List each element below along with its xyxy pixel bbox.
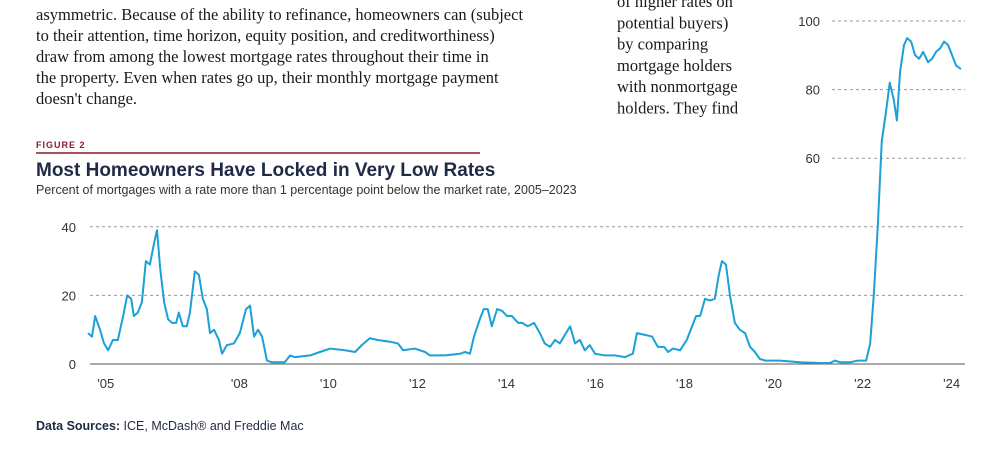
figure-label: FIGURE 2 — [36, 140, 86, 150]
x-tick-label: '22 — [854, 376, 871, 391]
y-tick-label: 60 — [806, 151, 820, 166]
left-text: asymmetric. Because of the ability to re… — [36, 5, 523, 108]
x-tick-label: '18 — [676, 376, 693, 391]
x-tick-label: '08 — [231, 376, 248, 391]
y-tick-label: 20 — [62, 288, 76, 303]
y-tick-label: 40 — [62, 220, 76, 235]
text-line: to their attention, time horizon, equity… — [36, 26, 495, 45]
y-tick-label: 100 — [798, 14, 820, 29]
text-line: the property. Even when rates go up, the… — [36, 68, 499, 87]
text-line: with nonmortgage — [617, 77, 738, 96]
data-line — [87, 37, 962, 364]
x-tick-label: '24 — [943, 376, 960, 391]
x-tick-label: '05 — [97, 376, 114, 391]
source-text: ICE, McDash® and Freddie Mac — [124, 419, 304, 433]
x-tick-label: '20 — [765, 376, 782, 391]
x-tick-label: '16 — [587, 376, 604, 391]
text-line: by comparing — [617, 35, 708, 54]
text-line: asymmetric. Because of the ability to re… — [36, 5, 523, 24]
y-tick-label: 0 — [69, 357, 76, 372]
source: Data Sources: ICE, McDash® and Freddie M… — [36, 419, 304, 433]
text-line: doesn't change. — [36, 89, 137, 108]
source-label: Data Sources: — [36, 419, 120, 433]
text-line: potential buyers) — [617, 13, 728, 32]
text-line: of higher rates on — [617, 0, 733, 11]
y-tick-label: 80 — [806, 83, 820, 98]
x-tick-label: '12 — [409, 376, 426, 391]
x-tick-label: '10 — [320, 376, 337, 391]
right-text: of higher rates on potential buyers) by co… — [617, 0, 739, 118]
text-line: draw from among the lowest mortgage rate… — [36, 47, 489, 66]
text-line: holders. They find — [617, 99, 739, 118]
x-tick-label: '14 — [498, 376, 515, 391]
chart-subtitle: Percent of mortgages with a rate more th… — [36, 183, 577, 197]
chart-title: Most Homeowners Have Locked in Very Low … — [36, 160, 495, 181]
text-line: mortgage holders — [617, 56, 732, 75]
